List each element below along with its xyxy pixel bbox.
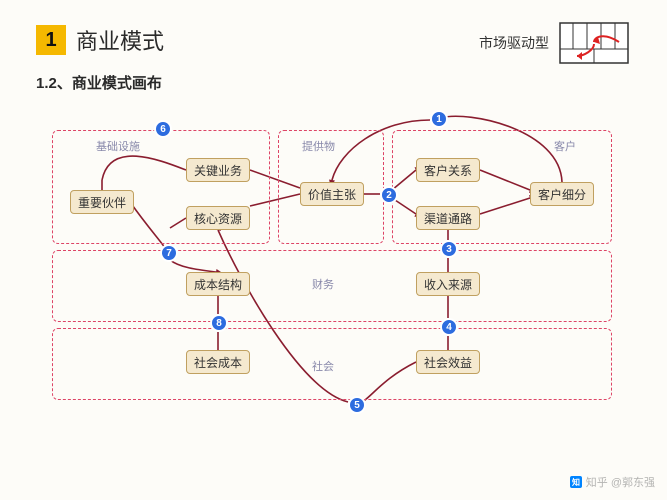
node-partners: 重要伙伴 <box>70 190 134 214</box>
watermark: 知 知乎 @郭东强 <box>570 474 655 490</box>
badge-2: 2 <box>380 186 398 204</box>
group-label-soc: 社会 <box>312 358 334 374</box>
diagram-canvas: 基础设施 提供物 客户财务社会 重要伙伴 关键业务核心资源 价值主张 客户关系渠道通路 客户细… <box>0 100 667 470</box>
node-value: 价值主张 <box>300 182 364 206</box>
badge-6: 6 <box>154 120 172 138</box>
node-soccost: 社会成本 <box>186 350 250 374</box>
watermark-text: 知乎 @郭东强 <box>586 474 655 490</box>
badge-8: 8 <box>210 314 228 332</box>
badge-4: 4 <box>440 318 458 336</box>
header: 1 商业模式 <box>36 24 164 56</box>
badge-7: 7 <box>160 244 178 262</box>
node-channels: 渠道通路 <box>416 206 480 230</box>
subtitle: 1.2、商业模式画布 <box>36 72 162 93</box>
canvas-grid-icon <box>559 22 629 64</box>
svg-text:知: 知 <box>572 477 580 487</box>
group-label-fin: 财务 <box>312 276 334 292</box>
group-label-offer: 提供物 <box>302 138 335 154</box>
node-relations: 客户关系 <box>416 158 480 182</box>
section-number: 1 <box>36 25 66 55</box>
node-revenue: 收入来源 <box>416 272 480 296</box>
node-activities: 关键业务 <box>186 158 250 182</box>
node-coststruct: 成本结构 <box>186 272 250 296</box>
badge-1: 1 <box>430 110 448 128</box>
badge-5: 5 <box>348 396 366 414</box>
group-label-cust: 客户 <box>554 138 576 154</box>
top-right: 市场驱动型 <box>479 22 629 64</box>
node-resources: 核心资源 <box>186 206 250 230</box>
node-socbenefit: 社会效益 <box>416 350 480 374</box>
driver-label: 市场驱动型 <box>479 33 549 53</box>
badge-3: 3 <box>440 240 458 258</box>
zhihu-icon: 知 <box>570 476 582 488</box>
group-label-infra: 基础设施 <box>96 138 140 154</box>
section-title: 商业模式 <box>76 24 164 56</box>
node-segments: 客户细分 <box>530 182 594 206</box>
